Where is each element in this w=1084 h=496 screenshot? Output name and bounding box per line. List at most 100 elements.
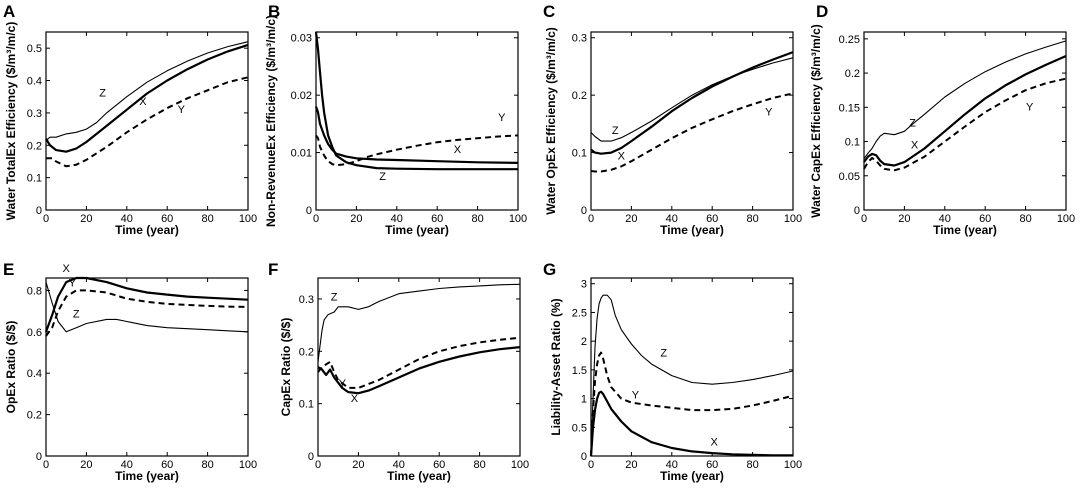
- x-tick-label-D: 100: [1057, 213, 1075, 225]
- y-tick-label-C: 0: [581, 205, 587, 217]
- y-axis-label-B: Non-RevenueEx Efficiency ($/m³/m/c): [264, 15, 278, 227]
- y-axis-label-E: OpEx Ratio ($/$): [4, 321, 18, 414]
- x-axis-label-D: Time (year): [933, 223, 997, 237]
- y-tick-label-G: 2: [581, 336, 587, 348]
- panel-letter-G: G: [543, 260, 556, 279]
- y-tick-label-F: 0.2: [299, 346, 314, 358]
- x-tick-label-E: 0: [43, 459, 49, 471]
- y-axis-label-A: Water TotalEx Efficiency ($/m³/m/c): [4, 22, 18, 221]
- y-tick-label-E: 0.2: [27, 410, 42, 422]
- y-tick-label-A: 0.3: [27, 108, 42, 120]
- x-tick-label-B: 60: [431, 213, 443, 225]
- y-tick-label-E: 0.4: [27, 368, 42, 380]
- x-tick-label-G: 80: [746, 459, 758, 471]
- series-line-A-Y: [46, 76, 249, 168]
- x-tick-label-E: 40: [121, 459, 133, 471]
- plot-area-C: 0 20 40 60 80 100 0 0.1 0.2 0.3 Z X Y: [572, 31, 802, 225]
- plot-frame-F: [317, 277, 521, 457]
- curve-label-A-Y: Y: [178, 104, 186, 116]
- curve-label-D-Y: Y: [1026, 102, 1034, 114]
- y-tick-label-G: 0.5: [572, 422, 587, 434]
- x-axis-label-B: Time (year): [385, 223, 449, 237]
- curve-label-F-Z: Z: [331, 292, 338, 304]
- y-axis-label-F: CapEx Ratio ($/$): [279, 318, 293, 417]
- curve-label-F-X: X: [351, 393, 359, 405]
- y-tick-label-B: 0.01: [291, 148, 312, 160]
- series-line-F-Z: [317, 283, 521, 362]
- series-line-C-Y: [590, 92, 794, 173]
- y-tick-label-B: 0: [306, 205, 312, 217]
- x-tick-label-B: 80: [471, 213, 483, 225]
- series-line-D-X: [863, 54, 1067, 167]
- x-tick-label-D: 80: [1019, 213, 1031, 225]
- x-axis-label-F: Time (year): [387, 469, 451, 483]
- plot-area-G: 0 20 40 60 80 100 0 0.5 1 1.5 2 2.5 3 Z Y X: [572, 277, 802, 471]
- curve-label-B-X: X: [454, 144, 462, 156]
- x-axis-label-A: Time (year): [115, 223, 179, 237]
- y-tick-label-A: 0.4: [27, 76, 42, 88]
- curve-label-A-X: X: [139, 96, 147, 108]
- plot-area-B: 0 20 40 60 80 100 0 0.01 0.02 0.03 Y X Z: [291, 31, 527, 225]
- series-line-G-Z: [590, 294, 794, 457]
- y-tick-label-A: 0.2: [27, 140, 42, 152]
- x-tick-label-D: 60: [979, 213, 991, 225]
- y-axis-label-D: Water CapEx Efficiency ($/m³/m/c): [809, 24, 823, 218]
- series-line-C-X: [590, 51, 794, 155]
- plot-frame-E: [45, 277, 249, 457]
- curve-label-A-Z: Z: [99, 88, 106, 100]
- y-tick-label-D: 0: [854, 205, 860, 217]
- panel-letter-D: D: [816, 2, 828, 21]
- curve-label-G-Z: Z: [660, 348, 667, 360]
- y-tick-label-E: 0.8: [27, 285, 42, 297]
- series-line-B-Z: [314, 31, 518, 171]
- y-tick-label-B: 0.02: [291, 90, 312, 102]
- y-tick-label-F: 0.1: [299, 399, 314, 411]
- plot-area-E: 0 20 40 60 80 100 0 0.2 0.4 0.6 0.8 XY Z: [27, 263, 257, 471]
- y-tick-label-D: 0.05: [839, 171, 860, 183]
- plot-frame-D: [863, 31, 1067, 211]
- series-line-E-Z: [45, 281, 249, 333]
- plot-frame-B: [315, 31, 519, 211]
- x-tick-label-D: 40: [939, 213, 951, 225]
- x-tick-label-F: 80: [473, 459, 485, 471]
- series-line-F-X: [317, 346, 521, 395]
- curve-label-C-Y: Y: [765, 106, 773, 118]
- curve-label-D-X: X: [911, 139, 919, 151]
- panel-letter-C: C: [543, 2, 555, 21]
- x-axis-label-E: Time (year): [115, 469, 179, 483]
- x-tick-label-C: 0: [588, 213, 594, 225]
- x-tick-label-B: 100: [509, 213, 527, 225]
- x-tick-label-B: 20: [350, 213, 362, 225]
- series-line-E-Y: [45, 289, 249, 337]
- plot-area-A: 0 20 40 60 80 100 0 0.1 0.2 0.3 0.4 0.5 Z X Y: [27, 31, 257, 225]
- curve-label-E-Y: Y: [69, 277, 77, 289]
- panel-G: G 0 20 40 60 80 100 0 0.5 1 1.5 2 2.5 3 Z Y X Time (yea…: [543, 260, 802, 483]
- x-tick-label-F: 0: [315, 459, 321, 471]
- x-tick-label-A: 40: [121, 213, 133, 225]
- x-tick-label-C: 20: [625, 213, 637, 225]
- x-tick-label-A: 80: [201, 213, 213, 225]
- y-tick-label-C: 0.3: [572, 33, 587, 45]
- x-tick-label-E: 80: [201, 459, 213, 471]
- y-tick-label-E: 0: [36, 451, 42, 463]
- panel-E: E 0 20 40 60 80 100 0 0.2 0.4 0.6 0.8 XY Z Time (yea…: [3, 260, 257, 483]
- x-tick-label-B: 0: [313, 213, 319, 225]
- y-tick-label-D: 0.1: [845, 137, 860, 149]
- curve-label-E-Z: Z: [73, 308, 80, 320]
- plot-frame-G: [590, 277, 794, 457]
- curve-label-D-Z: Z: [909, 117, 916, 129]
- series-line-A-X: [45, 43, 249, 153]
- y-tick-label-B: 0.03: [291, 33, 312, 45]
- x-tick-label-E: 100: [239, 459, 257, 471]
- x-tick-label-F: 60: [433, 459, 445, 471]
- curve-label-G-Y: Y: [632, 390, 640, 402]
- y-tick-label-F: 0.3: [299, 294, 314, 306]
- y-tick-label-F: 0: [308, 451, 314, 463]
- curve-label-C-X: X: [618, 150, 626, 162]
- x-tick-label-G: 60: [706, 459, 718, 471]
- y-tick-label-E: 0.6: [27, 327, 42, 339]
- y-tick-label-A: 0: [36, 205, 42, 217]
- y-tick-label-D: 0.2: [845, 68, 860, 80]
